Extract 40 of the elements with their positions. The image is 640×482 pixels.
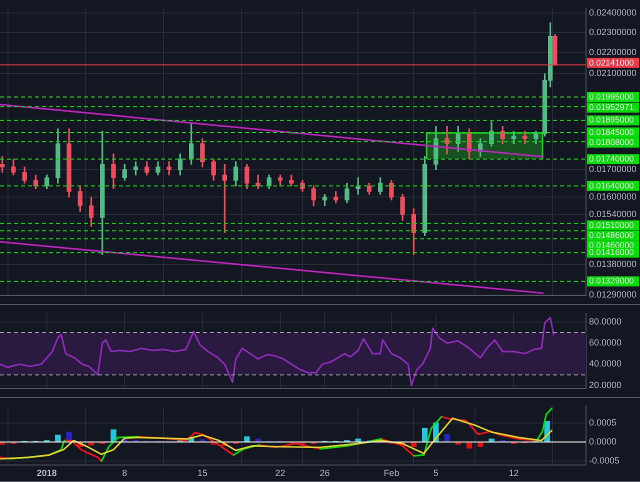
ref-line-label: 0.01895000 [589,114,634,125]
ref-line-label: 0.01808000 [589,137,634,148]
y-tick-label: 0.02200000 [589,47,637,58]
candlestick [256,174,260,190]
ref-line-label: 0.01845000 [589,126,634,137]
x-tick-label: 8 [122,468,128,478]
y-tick-label: 0.01380000 [589,258,637,269]
ref-line-label: 0.01995000 [589,91,634,102]
y-tick-label: 0.01700000 [589,164,637,174]
ref-line-label: 0.01510000 [589,220,634,230]
ref-line-label: 0.01640000 [589,180,634,190]
y-tick-label: 0.01540000 [589,208,637,219]
x-tick-label: 26 [320,468,330,478]
bar [466,442,472,448]
ref-line-label: 0.01486000 [589,230,634,240]
ref-line-label: 0.01329000 [589,276,634,286]
x-tick-label: 15 [197,468,208,478]
x-tick-label: 2018 [36,468,57,478]
y-tick-label: 0.02100000 [589,68,637,78]
y-tick-label: 20.0000 [589,380,622,390]
bar [422,428,428,442]
bar [478,442,484,447]
y-tick-label: 0.0000 [589,436,617,447]
y-tick-label: 60.0000 [589,338,622,348]
ref-line-label: 0.01740000 [589,153,634,164]
y-tick-label: -0.0005 [589,456,620,466]
x-tick-label: 22 [275,468,286,478]
y-tick-label: 80.0000 [589,316,622,326]
y-tick-label: 0.01600000 [589,192,637,202]
y-tick-label: 40.0000 [589,358,622,369]
y-tick-label: 0.02400000 [589,8,637,18]
bar [444,434,450,442]
y-tick-label: 0.0005 [589,417,617,428]
ref-line-label: 0.01952971 [589,102,634,112]
ref-line-label: 0.02141000 [589,57,634,68]
x-tick-label: 5 [433,468,438,478]
x-tick-label: Feb [384,468,400,478]
y-tick-label: 0.01290000 [589,289,637,300]
y-tick-label: 0.02300000 [589,26,637,37]
x-tick-label: 12 [508,468,519,478]
